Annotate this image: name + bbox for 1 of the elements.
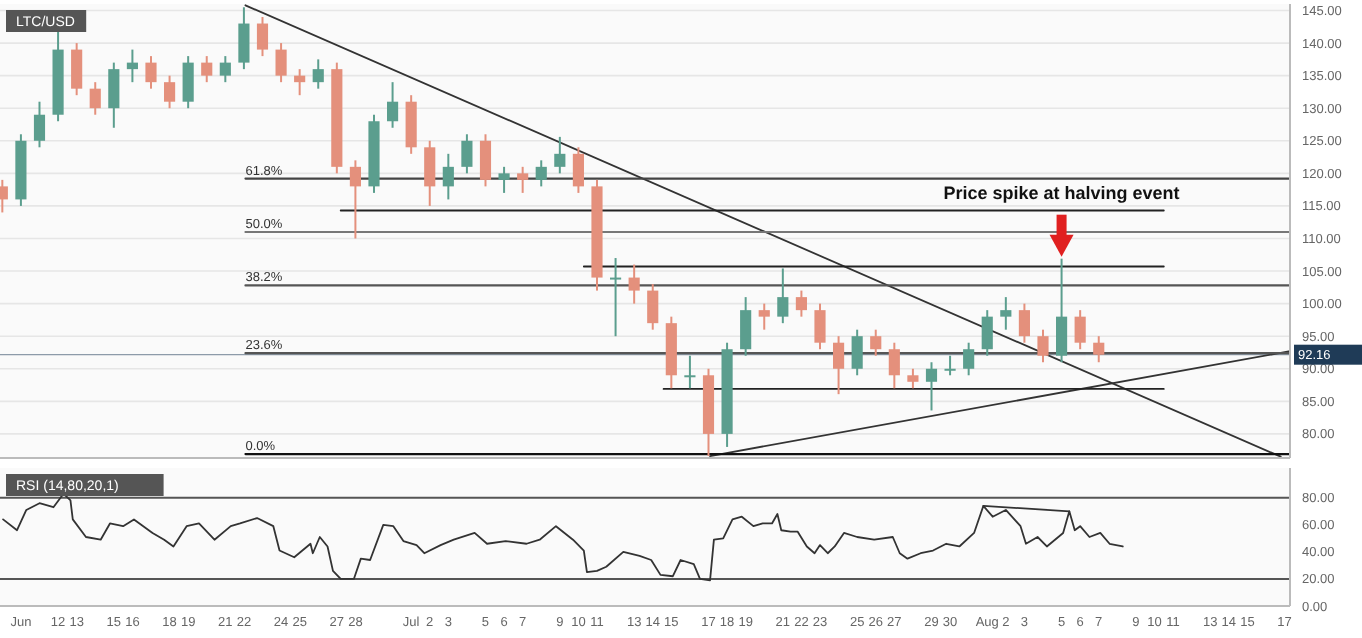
annotation: Price spike at halving event	[943, 182, 1180, 203]
